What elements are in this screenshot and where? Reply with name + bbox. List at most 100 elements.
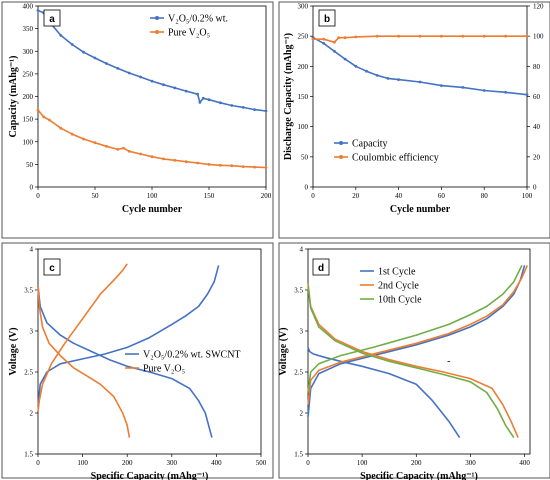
panel-c: 0 100 200 300 400 500 1.5 2 2.5 3 3.5 4 Specific Cap…	[1, 242, 274, 480]
data-point	[150, 79, 154, 83]
plot-area	[37, 5, 267, 188]
x-tick-label: 200	[122, 459, 133, 467]
data-point	[173, 86, 177, 90]
plot-area	[37, 248, 262, 455]
series-line	[307, 283, 519, 438]
data-point	[504, 34, 507, 38]
legend-label: 1st Cycle	[378, 267, 416, 278]
x-tick-label: 200	[411, 459, 422, 467]
series-line	[307, 265, 529, 405]
x-tick-label: 300	[167, 459, 178, 467]
y-axis-label: Voltage (V)	[278, 327, 289, 375]
y-tick-label: 2.5	[294, 369, 303, 377]
panel-frame	[1, 1, 274, 239]
series-line	[307, 347, 461, 439]
panel-label: d	[318, 263, 324, 274]
data-point	[105, 62, 108, 65]
panel-label: c	[49, 263, 55, 274]
data-point	[219, 101, 222, 105]
data-point	[59, 34, 63, 37]
data-point	[253, 108, 256, 111]
y-tick-label: 2	[300, 410, 304, 418]
data-point	[461, 86, 465, 89]
y2-tick-label: 80	[533, 63, 541, 71]
series-line	[312, 36, 528, 96]
data-point	[184, 89, 188, 93]
y-tick-label: 200	[23, 93, 34, 101]
data-point	[343, 36, 347, 40]
y-tick-label: 1.5	[24, 451, 33, 459]
data-point	[139, 75, 143, 79]
y-tick-label: 400	[23, 3, 34, 11]
series-line	[37, 285, 213, 438]
x-tick-label: 0	[306, 459, 310, 467]
data-point	[198, 101, 202, 104]
data-point	[333, 40, 336, 44]
data-point	[337, 36, 341, 40]
data-point	[253, 165, 256, 169]
data-point	[116, 148, 120, 151]
data-point	[264, 109, 268, 113]
y-tick-label: 2	[30, 410, 34, 418]
data-point	[48, 118, 51, 122]
series-line	[37, 263, 128, 412]
data-point	[127, 71, 131, 75]
data-point	[230, 164, 234, 168]
data-point	[122, 146, 125, 150]
data-point	[196, 92, 200, 96]
x-tick-label: 40	[395, 192, 403, 200]
data-point	[219, 163, 222, 167]
legend-label: 2nd Cycle	[378, 281, 419, 292]
x-tick-label: 80	[481, 192, 489, 200]
data-point	[173, 158, 177, 162]
y-axis-label: Voltage (V)	[8, 327, 19, 375]
data-point	[59, 126, 63, 130]
data-point	[264, 166, 268, 169]
x-tick-label: 20	[352, 192, 360, 200]
panel-frame	[1, 242, 274, 479]
panel-frame	[278, 242, 550, 479]
y-tick-label: 50	[26, 161, 34, 169]
data-point	[397, 78, 400, 81]
panel-frame	[278, 1, 550, 239]
x-tick-label: 400	[211, 459, 222, 467]
data-point	[36, 9, 40, 12]
panel-badge	[318, 9, 336, 27]
data-point	[241, 165, 245, 169]
y-tick-label: 0	[305, 184, 309, 192]
data-point	[36, 108, 40, 112]
y-tick-label: 0	[30, 184, 34, 192]
y2-tick-label: 60	[533, 93, 541, 101]
data-point	[207, 98, 211, 102]
x-axis-label: Specific Capacity (mAhg⁻¹)	[360, 471, 478, 480]
data-point	[42, 115, 46, 119]
legend-marker	[339, 141, 343, 145]
x-tick-label: 0	[36, 459, 40, 467]
legend-label: Pure V₂O₅	[168, 28, 210, 39]
x-tick-label: 200	[261, 192, 272, 200]
data-point	[127, 149, 131, 153]
y-tick-label: 4	[30, 246, 34, 254]
x-tick-label: 0	[311, 192, 315, 200]
series-line	[37, 9, 267, 112]
data-point	[375, 74, 379, 77]
data-point	[150, 155, 154, 159]
y2-tick-label: 20	[533, 153, 541, 161]
data-point	[440, 34, 443, 38]
y-tick-label: 350	[23, 25, 34, 33]
series-line	[307, 265, 526, 418]
series-line	[37, 265, 220, 407]
data-point	[230, 104, 234, 107]
y-tick-label: 150	[23, 116, 34, 124]
panel-label: b	[324, 14, 330, 25]
panel-badge	[312, 258, 330, 276]
panel-label: a	[49, 14, 55, 25]
data-point	[386, 77, 390, 80]
y-tick-label: 200	[298, 63, 309, 71]
x-axis-label: Specific Capacity (mAhg⁻¹)	[91, 471, 209, 480]
data-point	[82, 50, 85, 54]
legend-label: V₂O₅/0.2% wt.	[168, 14, 228, 25]
x-tick-label: 100	[357, 459, 368, 467]
y2-tick-label: 0	[533, 184, 537, 192]
